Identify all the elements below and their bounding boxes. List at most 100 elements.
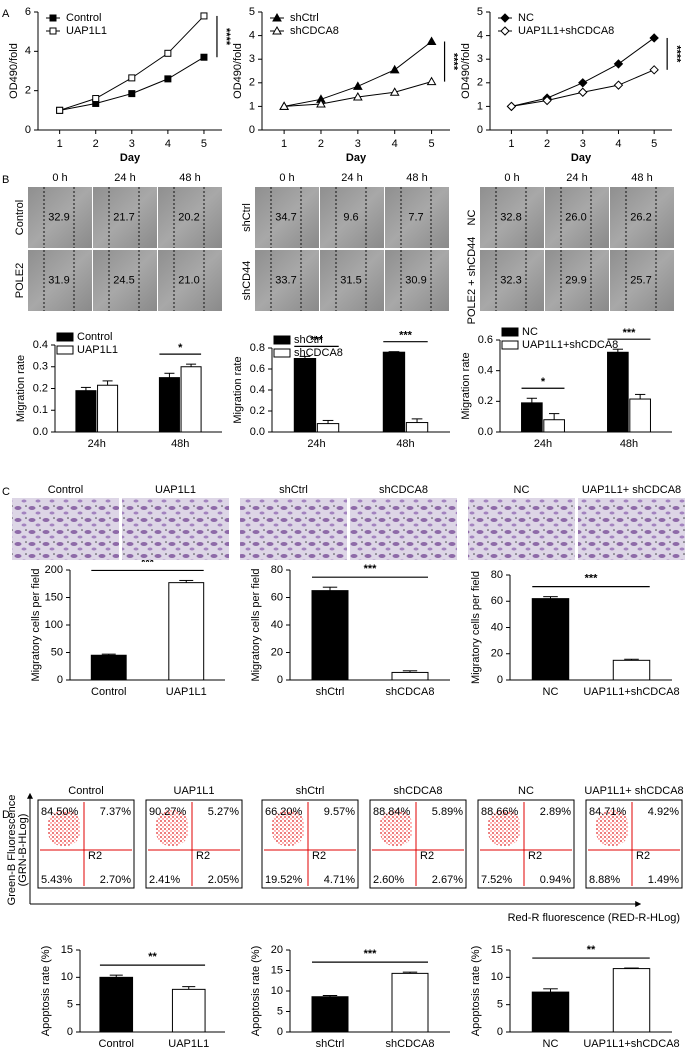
flow-label: Control bbox=[68, 785, 103, 797]
x-tick-label: UAP1L1 bbox=[166, 686, 207, 698]
bar bbox=[521, 402, 543, 433]
y-tick-label: 4 bbox=[25, 45, 31, 57]
marker bbox=[352, 91, 363, 101]
wound-width: 9.6 bbox=[343, 211, 358, 223]
error-bar bbox=[402, 670, 418, 673]
time-label: 24 h bbox=[566, 172, 587, 184]
flow-gate-label: R2 bbox=[196, 850, 210, 862]
wound-width: 33.7 bbox=[275, 274, 296, 286]
significance-label: **** bbox=[448, 53, 460, 71]
y-tick-label: 0.4 bbox=[250, 384, 265, 396]
x-tick-label: 3 bbox=[129, 138, 135, 150]
x-tick-label: 48h bbox=[171, 438, 189, 450]
wound-width: 29.9 bbox=[565, 274, 586, 286]
flow-gate-label: R2 bbox=[528, 850, 542, 862]
panel-label: A bbox=[2, 8, 10, 20]
y-tick-label: 0 bbox=[477, 124, 483, 136]
y-tick-label: 1 bbox=[477, 100, 483, 112]
x-tick-label: 4 bbox=[165, 138, 171, 150]
y-tick-label: 0 bbox=[67, 1026, 73, 1038]
x-tick-label: Control bbox=[91, 686, 126, 698]
x-tick-label: 2 bbox=[93, 138, 99, 150]
y-tick-label: 0 bbox=[25, 124, 31, 136]
marker bbox=[352, 81, 363, 90]
y-tick-label: 3 bbox=[249, 53, 255, 65]
y-tick-label: 0.1 bbox=[33, 404, 48, 416]
flow-gate-label: R2 bbox=[88, 850, 102, 862]
y-axis-label: Migratory cells per field bbox=[30, 568, 42, 681]
marker bbox=[613, 80, 624, 90]
wound-image bbox=[545, 250, 609, 311]
y-tick-label: 0.0 bbox=[33, 426, 48, 438]
y-tick-label: 0 bbox=[249, 124, 255, 136]
transwell-image bbox=[578, 498, 685, 560]
error-bar bbox=[179, 579, 194, 583]
quadrant-value: 5.43% bbox=[41, 874, 72, 886]
marker bbox=[316, 99, 326, 108]
marker bbox=[128, 74, 136, 82]
wound-width: 32.3 bbox=[500, 274, 521, 286]
bar bbox=[391, 671, 429, 681]
marker bbox=[426, 76, 437, 86]
x-axis-label: Day bbox=[120, 152, 141, 164]
row-label: Control bbox=[14, 200, 26, 235]
significance-label: *** bbox=[585, 573, 599, 585]
legend-label: NC bbox=[522, 326, 538, 338]
legend-swatch bbox=[501, 340, 519, 350]
quadrant-value: 5.89% bbox=[432, 806, 463, 818]
x-tick-label: shCtrl bbox=[316, 1038, 345, 1050]
legend-marker bbox=[49, 14, 57, 22]
y-tick-label: 5 bbox=[67, 999, 73, 1011]
x-tick-label: 4 bbox=[392, 138, 398, 150]
error-bar bbox=[182, 986, 196, 990]
quadrant-value: 1.49% bbox=[648, 874, 679, 886]
y-tick-label: 4 bbox=[249, 30, 255, 42]
y-tick-label: 5 bbox=[249, 6, 255, 18]
wound-image bbox=[93, 250, 157, 311]
y-axis-label: Apoptosis rate (%) bbox=[250, 946, 262, 1036]
y-tick-label: 0.2 bbox=[33, 382, 48, 394]
time-label: 48 h bbox=[406, 172, 427, 184]
x-axis-label: Day bbox=[571, 152, 592, 164]
significance-label: *** bbox=[399, 330, 413, 342]
bar bbox=[382, 351, 406, 433]
y-tick-label: 0 bbox=[497, 1026, 503, 1038]
flow-label: UAP1L1+ shCDCA8 bbox=[584, 785, 683, 797]
marker bbox=[649, 33, 659, 43]
quadrant-value: 84.50% bbox=[41, 806, 79, 818]
marker bbox=[649, 65, 659, 75]
x-tick-label: 1 bbox=[281, 138, 287, 150]
error-bar bbox=[322, 995, 338, 997]
marker bbox=[506, 101, 517, 112]
marker bbox=[578, 87, 588, 97]
significance-label: *** bbox=[310, 334, 324, 346]
row-label: shCD44 bbox=[241, 261, 253, 301]
flow-y-label: (GRN-B-HLog) bbox=[17, 814, 29, 887]
y-tick-label: 10 bbox=[61, 971, 73, 983]
bar bbox=[391, 972, 429, 1033]
legend-marker bbox=[272, 25, 282, 35]
bar bbox=[90, 654, 127, 681]
flow-label: shCDCA8 bbox=[394, 785, 443, 797]
y-tick-label: 0.6 bbox=[250, 363, 265, 375]
x-tick-label: UAP1L1+shCDCA8 bbox=[583, 686, 679, 698]
significance-label: **** bbox=[670, 45, 682, 63]
x-tick-label: Control bbox=[99, 1038, 134, 1050]
significance-label: *** bbox=[623, 327, 637, 339]
marker bbox=[200, 12, 208, 20]
quadrant-value: 2.41% bbox=[149, 874, 180, 886]
flow-cloud bbox=[156, 810, 188, 846]
y-tick-label: 0.3 bbox=[33, 361, 48, 373]
flow-label: UAP1L1 bbox=[174, 785, 215, 797]
transwell-label: UAP1L1+ shCDCA8 bbox=[582, 484, 681, 496]
bar bbox=[97, 384, 119, 433]
wound-width: 31.9 bbox=[48, 274, 69, 286]
y-tick-label: 4 bbox=[477, 30, 483, 42]
y-tick-label: 0.6 bbox=[478, 334, 493, 346]
x-tick-label: NC bbox=[543, 1038, 559, 1050]
x-tick-label: 3 bbox=[580, 138, 586, 150]
quadrant-value: 7.37% bbox=[100, 806, 131, 818]
wound-width: 26.0 bbox=[565, 211, 586, 223]
